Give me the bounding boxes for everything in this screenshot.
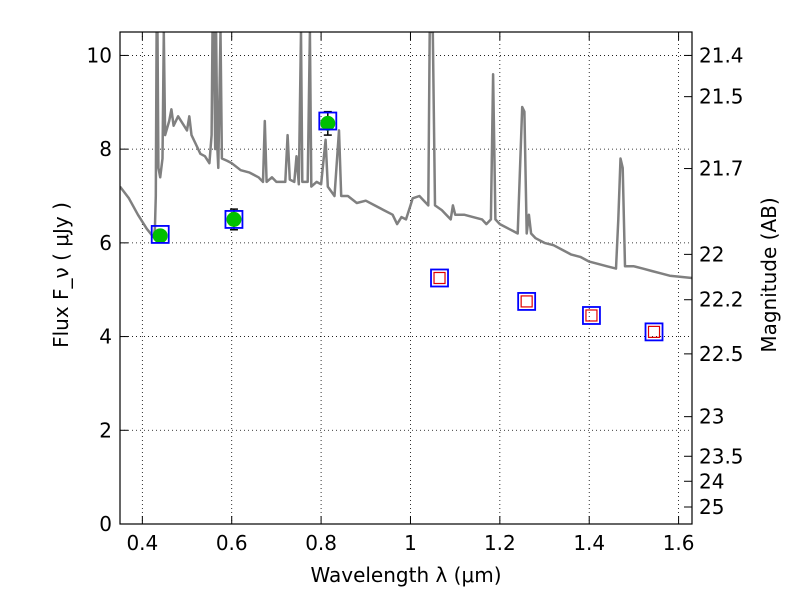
y-right-tick-label: 23.5 (699, 444, 744, 468)
y-right-axis-label: Magnitude (AB) (757, 197, 781, 352)
y-right-tick-label: 25 (699, 495, 724, 519)
x-tick-label: 1.2 (484, 531, 516, 555)
x-tick-label: 0.8 (305, 531, 337, 555)
y-tick-label: 8 (99, 137, 112, 161)
x-tick-label: 1.4 (573, 531, 605, 555)
model-point (517, 292, 537, 311)
x-tick-label: 1 (404, 531, 417, 555)
y-right-tick-label: 22.2 (699, 288, 744, 312)
observed-point (152, 228, 168, 244)
model-point (644, 322, 664, 342)
frame-layer (119, 31, 693, 525)
x-tick-label: 1.6 (663, 531, 695, 555)
plot-layer (120, 32, 692, 342)
plot-frame (119, 31, 693, 525)
model-point (430, 268, 449, 288)
upper-limit-point (647, 325, 661, 338)
model-point (150, 225, 170, 244)
y-right-tick-label: 21.7 (699, 157, 744, 181)
y-right-tick-label: 22 (699, 242, 724, 266)
y-right-tick-label: 22.5 (699, 342, 744, 366)
y-tick-label: 10 (87, 43, 112, 67)
y-axis-label: Flux F_ν ( μJy ) (49, 202, 73, 348)
observed-point (226, 211, 242, 227)
y-right-tick-label: 24 (699, 469, 724, 493)
observed-point (320, 115, 336, 131)
model-point (582, 306, 601, 325)
x-axis-label: Wavelength λ (μm) (310, 563, 501, 587)
y-right-tick-label: 21.4 (699, 43, 744, 67)
model-point (224, 210, 244, 229)
upper-limit-point (520, 295, 533, 308)
y-tick-label: 4 (99, 325, 112, 349)
x-tick-label: 0.6 (216, 531, 248, 555)
y-tick-label: 0 (99, 512, 112, 536)
model-point (318, 111, 338, 131)
upper-limit-point (433, 271, 446, 285)
y-tick-label: 6 (99, 231, 112, 255)
grid-layer (120, 32, 692, 525)
y-right-tick-label: 23 (699, 405, 724, 429)
x-tick-label: 0.4 (126, 531, 158, 555)
spectrum-line (120, 32, 692, 280)
upper-limit-point (585, 309, 598, 322)
y-tick-label: 2 (99, 418, 112, 442)
y-right-tick-label: 21.5 (699, 85, 744, 109)
